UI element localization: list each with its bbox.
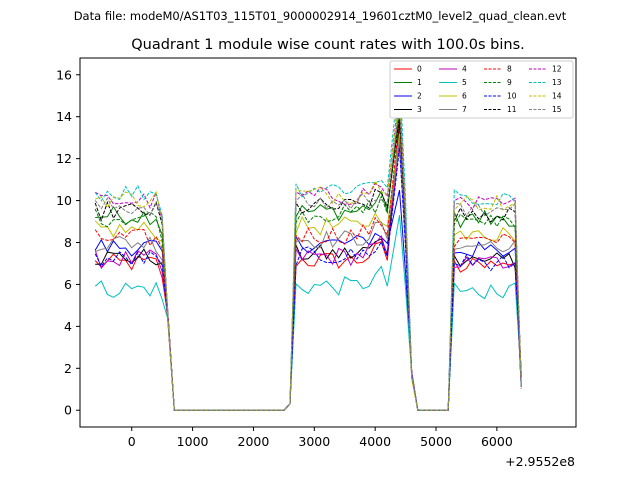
series-line-12 [94,89,522,411]
legend-label-4: 4 [462,65,467,74]
legend-label-3: 3 [417,105,422,114]
y-tick-label: 12 [56,151,72,166]
series-line-5 [94,215,522,411]
legend-label-2: 2 [417,92,422,101]
legend-label-9: 9 [507,78,512,87]
y-tick-label: 6 [64,277,72,292]
x-tick-label: 0 [128,434,136,449]
series-line-4 [94,141,522,411]
series-line-10 [94,148,522,411]
x-ticks: 0 1000 2000 3000 4000 5000 6000 [128,427,513,449]
y-tick-label: 14 [56,109,72,124]
y-tick-label: 16 [56,67,72,82]
y-ticks: 0 2 4 6 8 10 12 14 16 [56,67,80,418]
series-line-6 [94,133,522,411]
series-line-7 [95,137,522,411]
x-tick-label: 2000 [238,434,270,449]
legend-label-13: 13 [552,78,562,87]
x-tick-label: 3000 [298,434,330,449]
series-line-0 [94,127,522,411]
y-tick-label: 10 [56,193,72,208]
y-tick-label: 4 [64,319,72,334]
series-line-15 [94,106,522,411]
series-group [94,70,522,411]
y-tick-label: 0 [64,403,72,418]
y-tick-label: 8 [64,235,72,250]
x-tick-label: 6000 [481,434,513,449]
legend-label-6: 6 [462,92,467,101]
legend-box [389,60,574,119]
legend-label-8: 8 [507,65,512,74]
legend-label-11: 11 [507,105,517,114]
x-tick-label: 5000 [420,434,452,449]
y-tick-label: 2 [64,361,72,376]
legend-label-1: 1 [417,78,422,87]
series-line-14 [95,95,522,411]
legend-label-10: 10 [507,92,517,101]
legend-label-5: 5 [462,78,467,87]
legend-label-12: 12 [552,65,562,74]
legend-label-14: 14 [552,92,562,101]
legend-label-0: 0 [417,65,422,74]
suptitle: Data file: modeM0/AS1T03_115T01_90000029… [74,9,567,23]
x-tick-label: 4000 [359,434,391,449]
x-tick-label: 1000 [177,434,209,449]
chart-title: Quadrant 1 module wise count rates with … [131,37,525,53]
legend-label-7: 7 [462,105,467,114]
x-offset-label: +2.9552e8 [505,454,575,469]
legend-label-15: 15 [552,105,562,114]
